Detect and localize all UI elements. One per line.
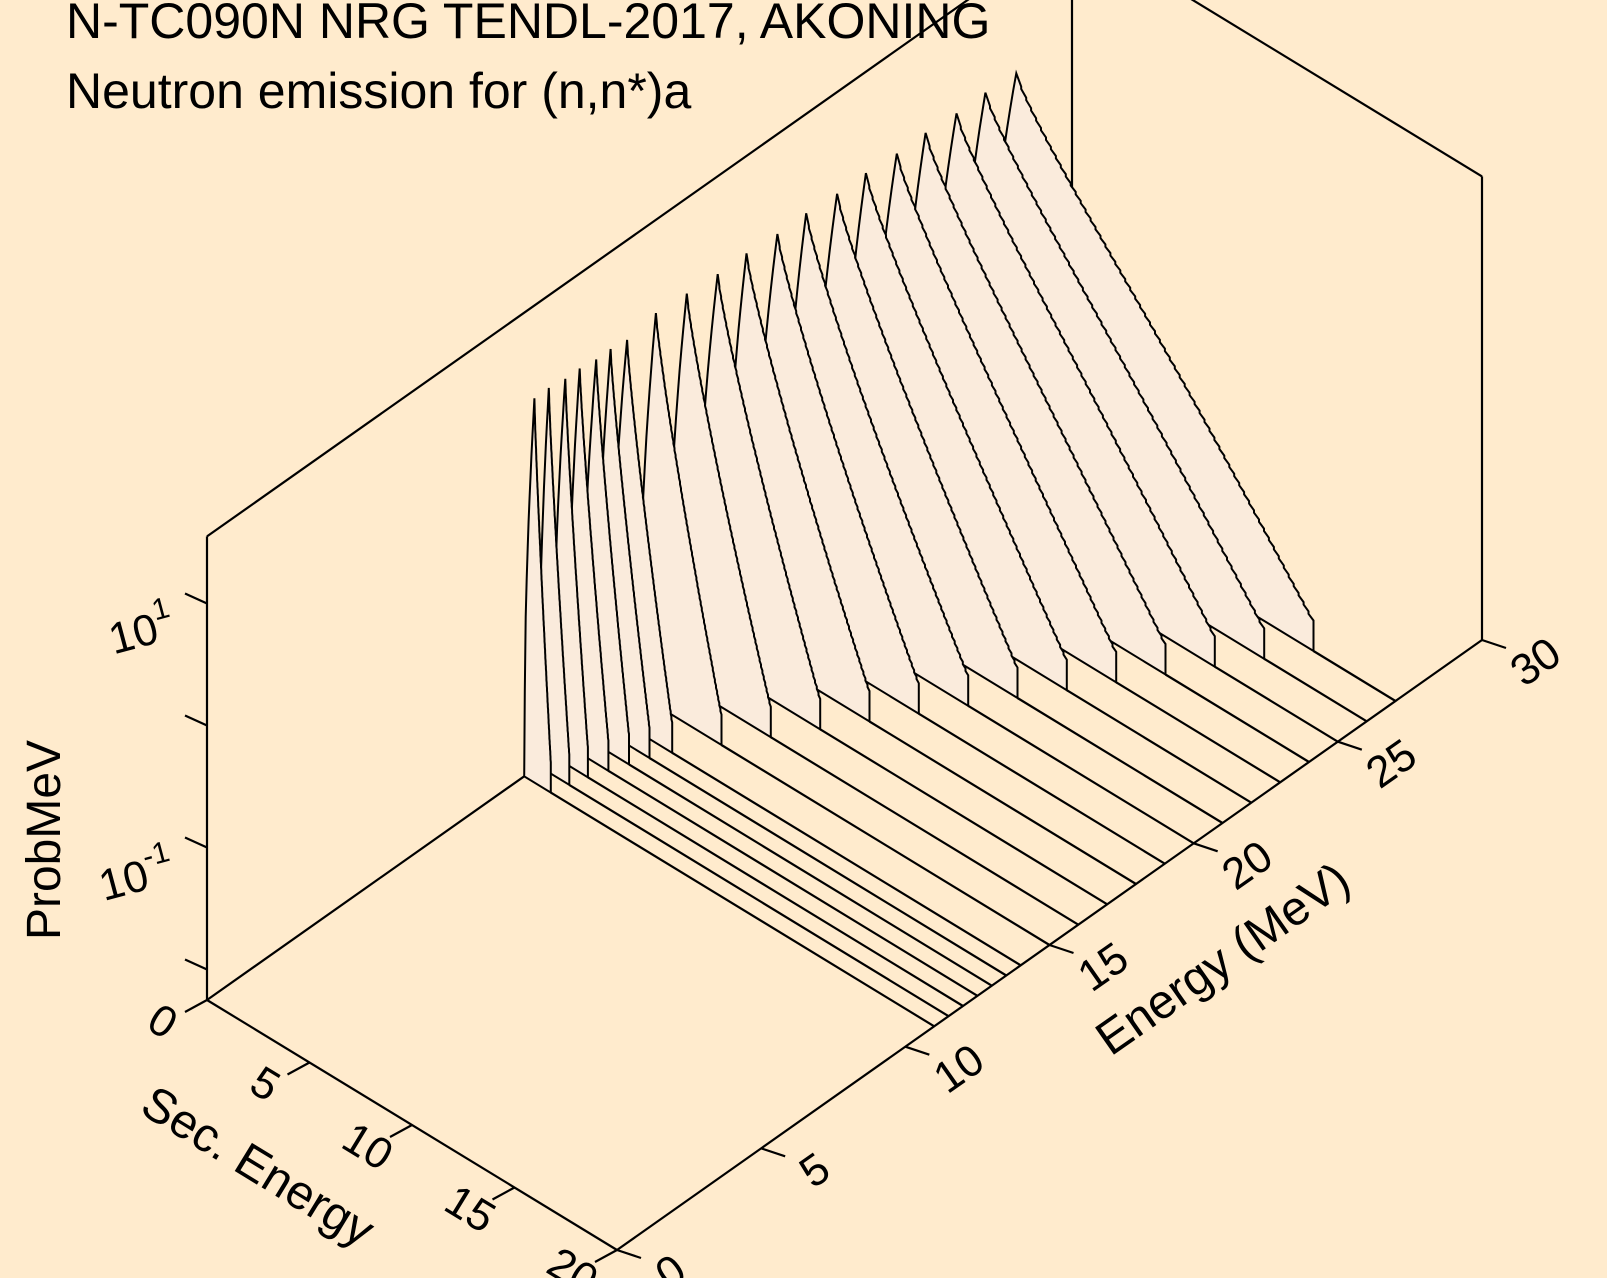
z-tick-label: 10-1 [92,835,180,911]
spectrum-curve [523,398,552,795]
spectrum-baseline [671,751,1022,967]
spectrum-baseline [1214,665,1339,743]
spectrum-baseline [587,776,964,1007]
x-tick [184,999,208,1013]
y-tick-label: 15 [1069,933,1137,1001]
frame-edge [206,0,970,538]
spectrum-baseline [1164,673,1310,763]
y-tick-label: 10 [925,1035,993,1103]
z-tick [184,836,208,849]
spectrum-baseline [770,736,1079,926]
spectrum-baseline [819,728,1108,906]
spectrum-baseline [550,791,935,1028]
z-tick [184,592,208,605]
y-tick-label: 20 [1213,831,1281,899]
x-tick [491,1186,516,1201]
y-tick [1193,842,1219,853]
x-tick-label: 10 [334,1113,401,1180]
spectrum-baseline [628,763,993,987]
chart-subtitle: Neutron emission for (n,n*)a [66,63,691,119]
z-tick [184,714,208,727]
spectrum-baseline [1115,681,1281,784]
x-tick [389,1124,413,1138]
y-tick-label: 0 [647,1245,695,1278]
spectrum-baseline [568,783,950,1018]
chart-title: N-TC090N NRG TENDL-2017, AKONING [66,0,990,49]
y-tick-label: 25 [1357,730,1425,798]
spectra-group [523,69,1397,1028]
spectrum-baseline [918,712,1166,865]
x-tick-label: 0 [139,994,185,1049]
y-tick [904,1045,930,1056]
y-tick-label: 30 [1502,628,1570,696]
x-tick-label: 15 [436,1175,503,1242]
spectrum-baseline [1066,689,1252,804]
x-tick [594,1249,618,1263]
spectrum-baseline [967,704,1195,845]
y-tick [1049,943,1074,955]
y-tick [760,1147,786,1158]
y-tick-label: 5 [791,1143,839,1197]
spectrum-baseline [1263,657,1368,723]
z-tick-label: 101 [101,591,179,664]
y-tick [1337,740,1363,751]
x-tick [286,1061,311,1076]
spectrum-baseline [720,744,1051,946]
z-axis-label: ProbMeV [18,740,71,940]
y-tick [1481,638,1507,650]
spectrum-baseline [1312,650,1397,702]
spectrum-curve [984,69,1315,653]
z-tick [184,958,208,971]
spectrum-baseline [607,769,978,997]
y-tick [616,1248,642,1260]
spectrum-baseline [648,757,1007,977]
frame-edge [1190,0,1483,178]
x-tick-label: 5 [242,1057,288,1112]
spectrum-baseline [1016,697,1224,824]
spectrum-baseline [868,720,1137,885]
x-tick-label: 20 [539,1238,606,1278]
